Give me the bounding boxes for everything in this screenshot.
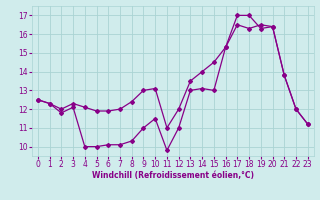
X-axis label: Windchill (Refroidissement éolien,°C): Windchill (Refroidissement éolien,°C): [92, 171, 254, 180]
